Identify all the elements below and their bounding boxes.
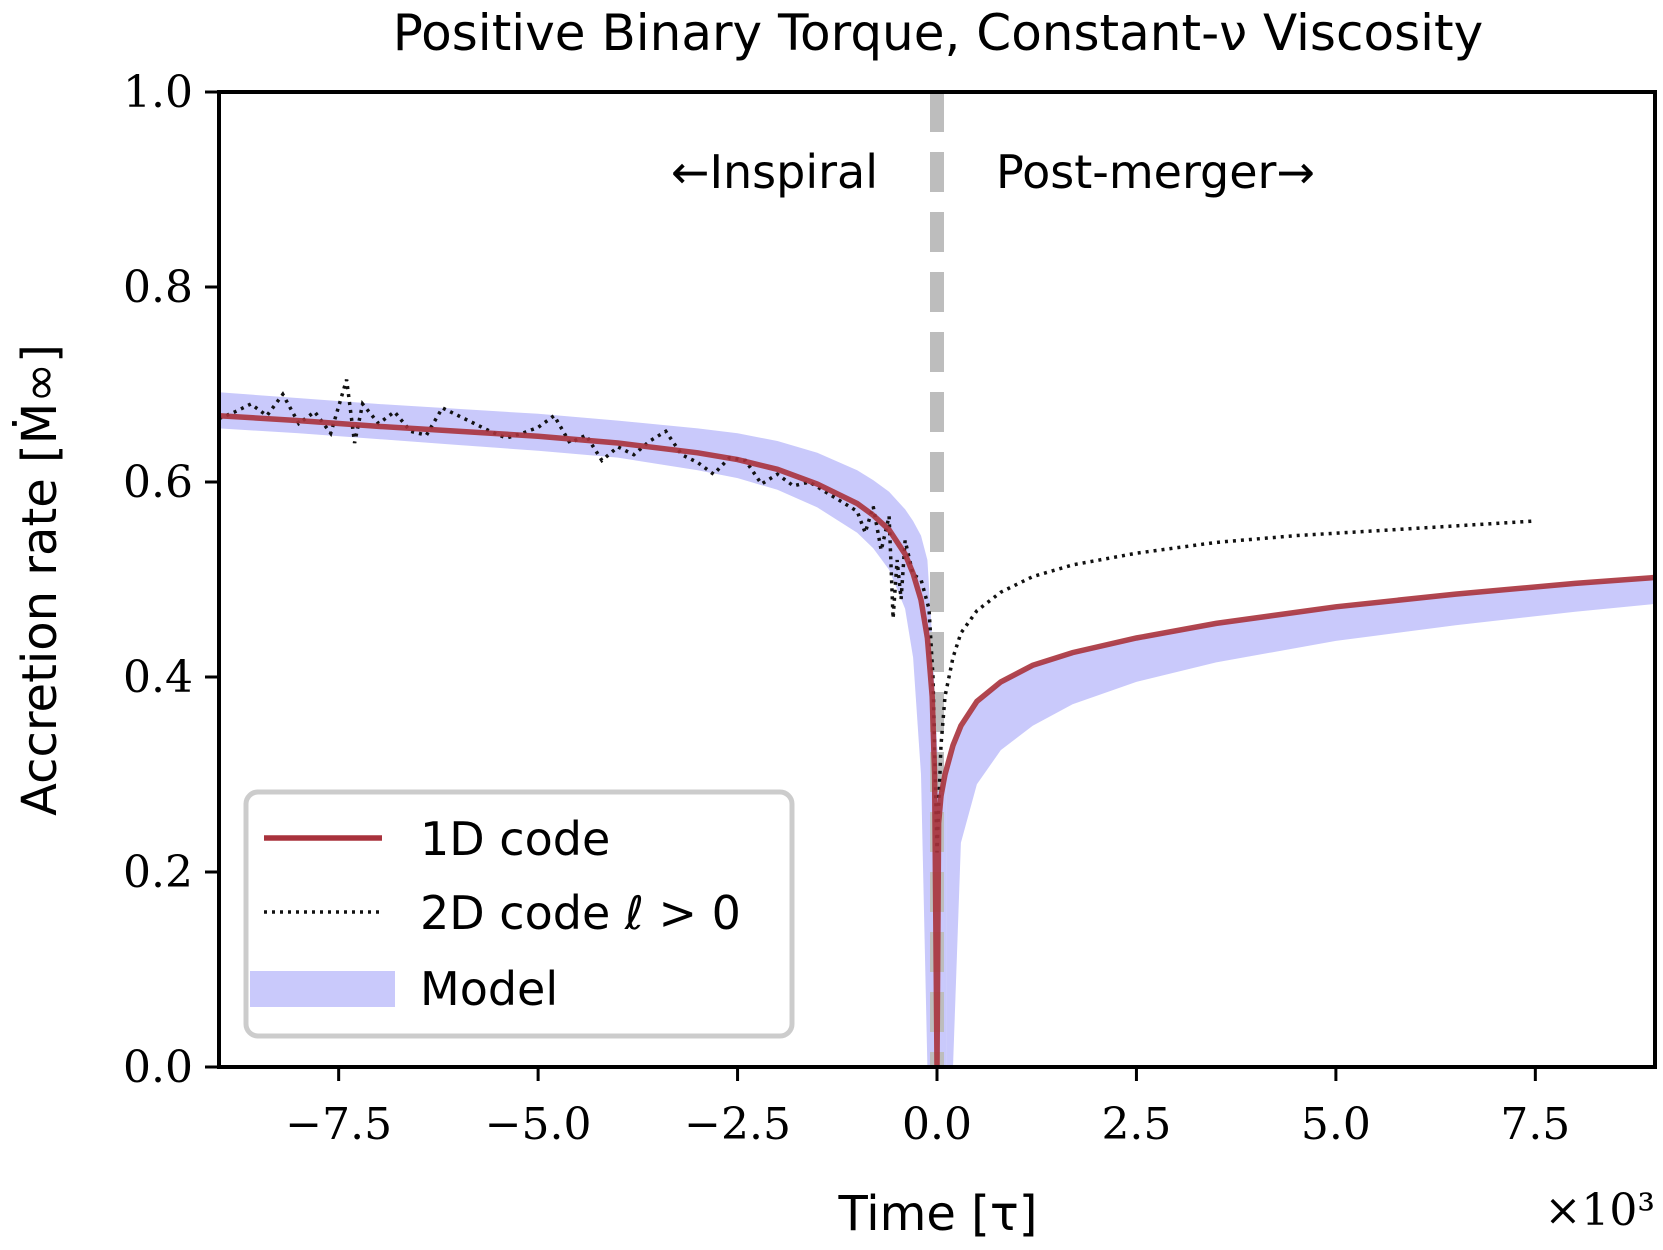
x-tick-label: 2.5 [1101, 1099, 1171, 1150]
x-tick-label: 5.0 [1301, 1099, 1371, 1150]
x-tick-label: −7.5 [285, 1099, 392, 1150]
legend-label-1d: 1D code [420, 812, 610, 866]
legend-swatch-model [250, 971, 395, 1007]
y-tick-label: 0.8 [123, 262, 193, 313]
annotation-post-merger: Post-merger→ [996, 145, 1315, 199]
y-axis-ticks: 0.0 0.2 0.4 0.6 0.8 1.0 [123, 67, 219, 1093]
y-tick-label: 1.0 [123, 67, 193, 118]
plot-area [219, 92, 1655, 1067]
legend-label-2d: 2D code ℓ > 0 [420, 886, 741, 940]
x-axis-ticks: −7.5 −5.0 −2.5 0.0 2.5 5.0 7.5 [285, 1067, 1570, 1150]
chart-title: Positive Binary Torque, Constant-ν Visco… [393, 4, 1483, 62]
legend: 1D code 2D code ℓ > 0 Model [243, 789, 795, 1039]
x-axis-label: Time [τ] [837, 1186, 1037, 1242]
x-tick-label: 7.5 [1500, 1099, 1570, 1150]
y-tick-label: 0.0 [123, 1042, 193, 1093]
y-tick-label: 0.6 [123, 457, 193, 508]
y-tick-label: 0.4 [123, 652, 193, 703]
y-axis-label: Accretion rate [Ṁ∞] [12, 344, 68, 816]
x-tick-label: 0.0 [902, 1099, 972, 1150]
x-tick-label: −2.5 [684, 1099, 791, 1150]
x-axis-multiplier: ×10³ [1545, 1185, 1656, 1236]
y-tick-label: 0.2 [123, 847, 193, 898]
annotation-inspiral: ←Inspiral [671, 145, 878, 199]
x-tick-label: −5.0 [485, 1099, 592, 1150]
series-1d-code-line [219, 412, 1655, 1067]
legend-label-model: Model [420, 962, 558, 1016]
